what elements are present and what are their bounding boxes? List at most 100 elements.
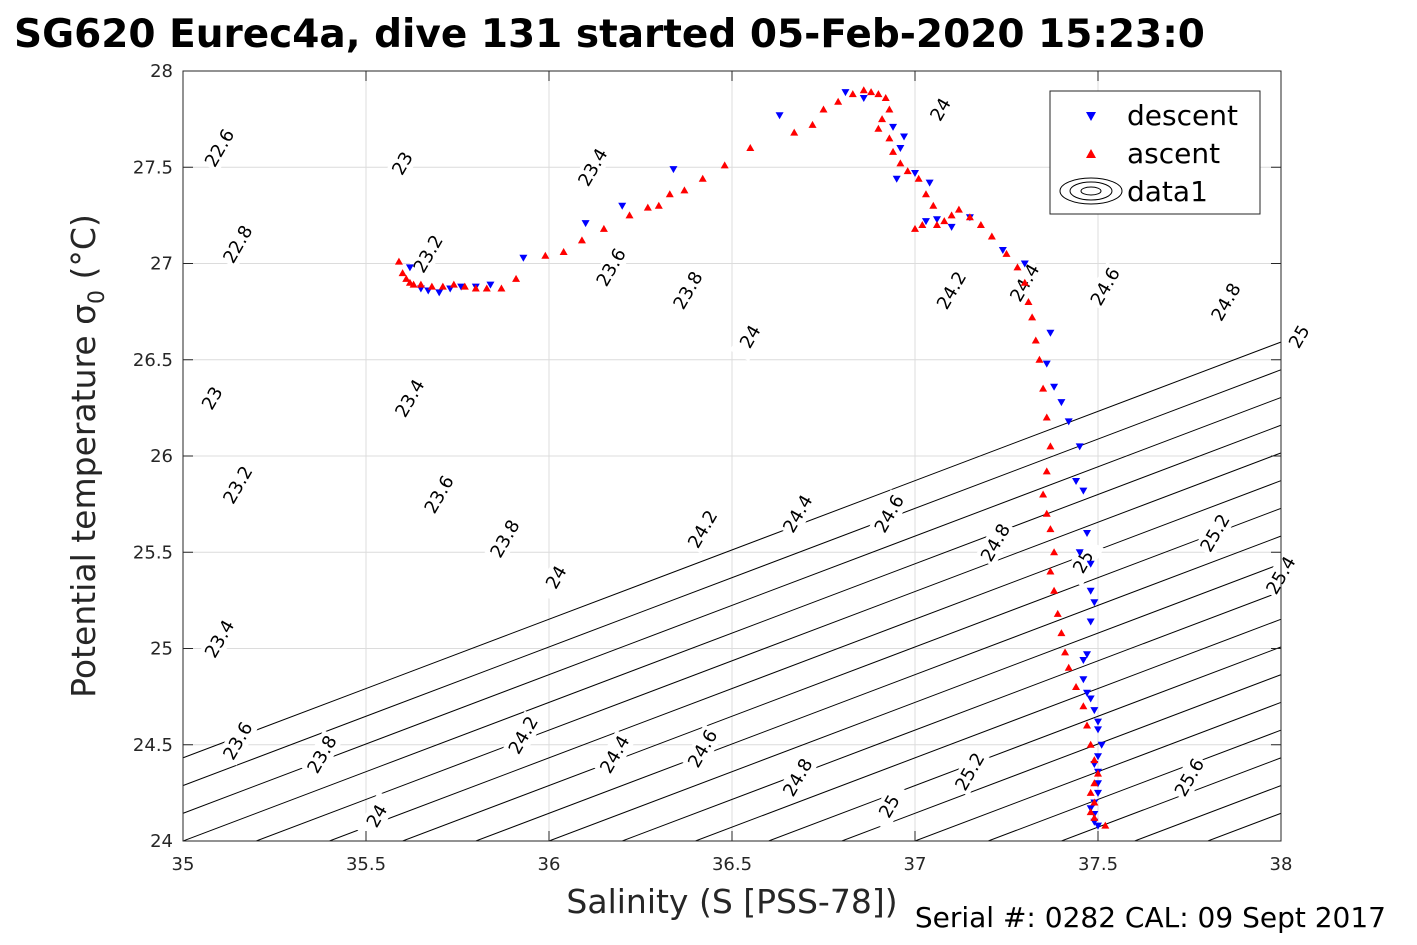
ascent-point-8 <box>449 280 458 288</box>
descent-point-11 <box>669 166 678 174</box>
ascent-point-84 <box>1086 808 1095 816</box>
serial-cal-footer: Serial #: 0282 CAL: 09 Sept 2017 <box>915 901 1386 934</box>
ascent-point-76 <box>1079 702 1088 710</box>
contour-label-bg-7 <box>356 791 398 841</box>
descent-point-31 <box>1064 418 1073 426</box>
x-tick-label-5: 37.5 <box>1078 854 1118 875</box>
ascent-point-22 <box>680 186 689 194</box>
contour-line-12 <box>841 674 1281 841</box>
contour-line-18 <box>1280 840 1281 841</box>
ascent-point-60 <box>1035 355 1044 363</box>
contour-line-6 <box>402 507 1281 841</box>
ascent-point-70 <box>1050 586 1059 594</box>
contour-label-bg-11 <box>418 469 460 520</box>
ascent-point-45 <box>918 221 927 228</box>
contour-line-7 <box>475 535 1281 841</box>
descent-series <box>405 89 1106 830</box>
ascent-point-40 <box>896 159 905 167</box>
ascent-point-42 <box>914 174 923 182</box>
contour-label-bg-31 <box>1062 537 1104 587</box>
descent-point-42 <box>1079 657 1088 665</box>
descent-point-38 <box>1086 587 1095 595</box>
ascent-point-20 <box>654 201 663 209</box>
x-axis-label: Salinity (S [PSS-78]) <box>566 882 897 921</box>
y-axis-label: Potential temperature σ0 (°C) <box>64 214 110 698</box>
contour-label-bg-14 <box>572 142 614 192</box>
descent-point-5 <box>457 283 466 291</box>
ascent-point-26 <box>790 128 799 136</box>
ascent-point-23 <box>698 174 707 182</box>
contour-label-bg-22 <box>594 729 636 779</box>
ascent-point-85 <box>1090 813 1099 821</box>
contour-line-11 <box>768 646 1281 841</box>
ascent-point-43 <box>921 190 930 198</box>
y-tick-label-5: 26.5 <box>133 350 173 371</box>
contour-label-bg-12 <box>484 514 526 564</box>
descent-point-26 <box>1020 260 1029 268</box>
ascent-point-27 <box>808 120 817 128</box>
descent-point-39 <box>1090 599 1099 607</box>
descent-point-48 <box>1094 726 1102 734</box>
contour-label-bg-23 <box>682 724 724 774</box>
contour-label-bg-37 <box>1168 752 1211 803</box>
ascent-point-86 <box>1101 821 1110 829</box>
contour-label-bg-21 <box>502 710 544 760</box>
ascent-point-80 <box>1094 769 1102 777</box>
contour-label-bg-32 <box>1205 277 1247 327</box>
legend-contour-icon <box>1059 177 1123 205</box>
chart-title: SG620 Eurec4a, dive 131 started 05-Feb-2… <box>14 12 1205 57</box>
contour-label-bg-16 <box>667 265 709 316</box>
descent-point-53 <box>1094 780 1102 788</box>
ascent-point-39 <box>889 147 898 155</box>
contour-label-bg-10 <box>389 373 431 423</box>
ascent-point-48 <box>940 217 949 225</box>
legend-box <box>1049 90 1261 215</box>
ascent-point-38 <box>885 134 894 142</box>
descent-point-22 <box>932 216 941 224</box>
contour-line-9 <box>622 590 1281 841</box>
descent-point-33 <box>1072 478 1081 486</box>
ascent-series <box>394 86 1110 829</box>
ascent-point-66 <box>1042 509 1051 517</box>
x-axis-ticks: 35 35.5 36 36.5 37 37.5 38 <box>172 71 1293 875</box>
descent-point-10 <box>618 202 627 210</box>
contour-label-bg-2 <box>191 373 233 423</box>
y-axis-label-subscript: 0 <box>85 290 110 304</box>
ascent-point-55 <box>1013 263 1022 271</box>
y-axis-ticks: 24 24.5 25 25.5 26 26.5 27 27.5 28 <box>133 61 1281 852</box>
contour-label-bg-29 <box>920 84 962 135</box>
ascent-point-2 <box>402 274 411 282</box>
ascent-point-0 <box>394 257 403 265</box>
ascent-point-14 <box>541 251 550 259</box>
descent-point-7 <box>486 281 495 289</box>
ascent-point-44 <box>929 201 938 209</box>
ascent-point-73 <box>1061 648 1070 656</box>
descent-point-41 <box>1083 651 1092 659</box>
ascent-point-77 <box>1083 721 1092 729</box>
y-tick-label-7: 27.5 <box>133 157 173 178</box>
contour-label-bg-35 <box>1194 508 1236 558</box>
contour-label-bg-15 <box>590 242 632 292</box>
ascent-point-57 <box>1024 298 1033 305</box>
ascent-point-49 <box>947 211 956 219</box>
ascent-point-7 <box>438 282 447 290</box>
contour-label-bg-19 <box>777 489 819 539</box>
descent-point-18 <box>892 175 901 183</box>
descent-point-12 <box>775 112 784 120</box>
contour-line-10 <box>695 618 1281 841</box>
ascent-point-47 <box>932 221 941 228</box>
contour-label-bg-34 <box>949 747 991 797</box>
y-tick-label-1: 24.5 <box>133 735 173 756</box>
contour-line-1 <box>183 369 1281 787</box>
contour-line-4 <box>256 452 1281 841</box>
y-tick-label-6: 27 <box>150 254 173 275</box>
x-tick-label-6: 38 <box>1270 854 1293 875</box>
ascent-point-6 <box>427 282 436 290</box>
descent-point-46 <box>1090 707 1099 715</box>
contour-label-bg-26 <box>931 265 973 316</box>
ascent-point-4 <box>409 280 418 288</box>
ascent-point-24 <box>720 161 729 169</box>
ascent-point-62 <box>1042 413 1051 421</box>
ascent-point-28 <box>819 105 828 113</box>
